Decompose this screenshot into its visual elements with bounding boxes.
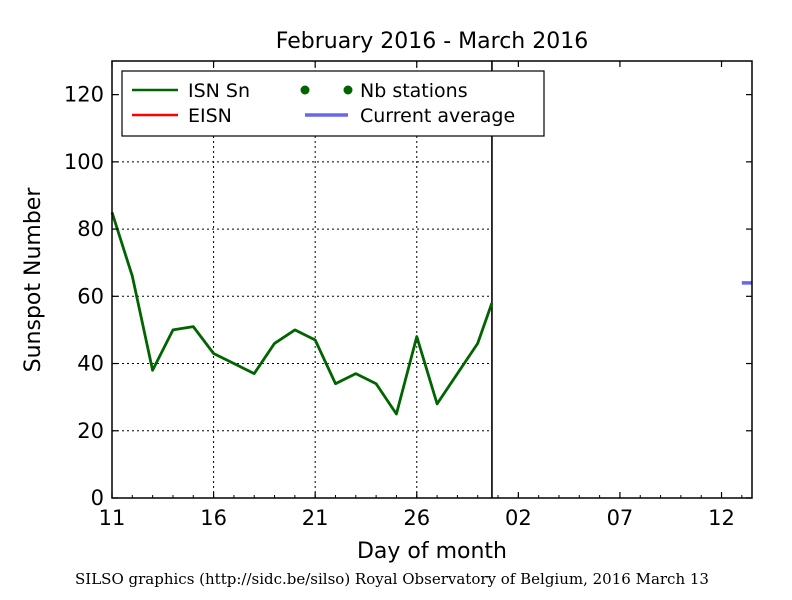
y-axis: 0 20 40 60 80 100 120 bbox=[64, 83, 752, 510]
y-tick-label: 20 bbox=[77, 419, 104, 443]
legend: ISN Sn EISN Nb stations Current average bbox=[121, 70, 545, 137]
legend-marker bbox=[300, 85, 310, 95]
legend-label: Nb stations bbox=[360, 80, 468, 102]
legend-label: ISN Sn bbox=[188, 80, 250, 102]
y-tick-label: 100 bbox=[64, 150, 104, 174]
x-tick-label: 02 bbox=[505, 506, 532, 530]
plot-area bbox=[111, 60, 753, 499]
x-tick-label: 16 bbox=[200, 506, 227, 530]
y-axis-label: Sunspot Number bbox=[21, 187, 46, 373]
x-tick-label: 12 bbox=[708, 506, 735, 530]
footer-credit: SILSO graphics (http://sidc.be/silso) Ro… bbox=[75, 570, 709, 588]
y-tick-label: 0 bbox=[91, 486, 104, 510]
y-tick-label: 120 bbox=[64, 83, 104, 107]
chart-title: February 2016 - March 2016 bbox=[276, 29, 588, 54]
legend-label: Current average bbox=[360, 105, 515, 127]
x-tick-label: 21 bbox=[302, 506, 329, 530]
x-axis-label: Day of month bbox=[357, 539, 507, 564]
y-tick-label: 80 bbox=[77, 217, 104, 241]
x-tick-label: 11 bbox=[99, 506, 126, 530]
legend-box bbox=[121, 70, 545, 137]
x-tick-label: 07 bbox=[607, 506, 634, 530]
y-tick-label: 60 bbox=[77, 284, 104, 308]
legend-marker bbox=[343, 85, 353, 95]
y-tick-label: 40 bbox=[77, 352, 104, 376]
x-axis: 11 16 21 26 02 07 12 bbox=[99, 61, 743, 530]
isn-series-line bbox=[110, 211, 494, 416]
x-tick-label: 26 bbox=[403, 506, 430, 530]
legend-label: EISN bbox=[188, 105, 232, 127]
